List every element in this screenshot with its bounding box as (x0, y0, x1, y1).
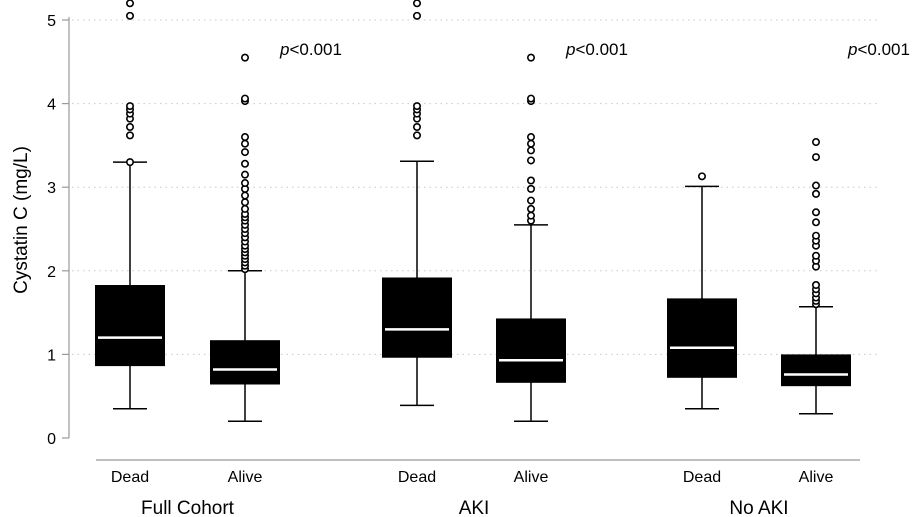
group-label-1: AKI (459, 498, 490, 517)
outlier-point (412, 123, 421, 132)
outlier-point (526, 146, 535, 155)
outlier-point (811, 208, 820, 217)
group-label-0: Full Cohort (141, 498, 235, 517)
outlier-point (526, 184, 535, 193)
axis-layer: 0 1 2 3 4 5 (47, 13, 860, 461)
outlier-point (241, 191, 250, 200)
outlier-point (811, 181, 820, 190)
y-tick-label-0: 0 (47, 431, 56, 448)
box-layer (95, 0, 851, 423)
outlier-point (412, 11, 421, 20)
outlier-point (526, 156, 535, 165)
box-no-aki-alive (781, 138, 851, 415)
p-value-text: <0.001 (575, 40, 627, 59)
outlier-point (126, 131, 135, 140)
iqr-box (95, 285, 165, 367)
y-axis-title: Cystatin C (mg/L) (11, 146, 32, 294)
box-aki-alive (496, 53, 566, 423)
outlier-point (413, 0, 421, 8)
outlier-point (126, 0, 134, 8)
outlier-point (412, 131, 421, 140)
box-aki-dead (382, 0, 452, 407)
outlier-point (526, 196, 535, 205)
p-value-annotation-2: p<0.001 (847, 40, 910, 59)
iqr-box (382, 277, 452, 358)
p-symbol: p (847, 40, 857, 59)
category-label-dead: Dead (111, 469, 149, 486)
outlier-point (697, 172, 706, 181)
p-value-text: <0.001 (857, 40, 909, 59)
p-symbol: p (565, 40, 575, 59)
outlier-point (526, 204, 535, 213)
outlier-point (241, 204, 250, 213)
outlier-point (526, 139, 535, 148)
category-label-alive: Alive (799, 469, 834, 486)
category-label-alive: Alive (514, 469, 549, 486)
box-full-cohort-dead (95, 0, 165, 410)
p-value-text: <0.001 (289, 40, 341, 59)
outlier-point (412, 102, 421, 111)
y-tick-label-2: 2 (47, 264, 56, 281)
outlier-point (811, 138, 820, 147)
p-value-annotation-0: p<0.001 (279, 40, 342, 59)
outlier-point (126, 158, 135, 167)
outlier-point (126, 123, 135, 132)
iqr-box (496, 318, 566, 383)
y-tick-label-4: 4 (47, 97, 56, 114)
outlier-point (241, 139, 250, 148)
outlier-point (526, 94, 535, 103)
category-label-dead: Dead (398, 469, 436, 486)
outlier-point (526, 176, 535, 185)
outlier-point (126, 102, 135, 111)
outlier-point (241, 170, 250, 179)
outlier-point (241, 133, 250, 142)
outlier-point (241, 179, 250, 188)
box-full-cohort-alive (210, 53, 280, 423)
outlier-point (241, 159, 250, 168)
y-tick-label-1: 1 (47, 347, 56, 364)
outlier-point (241, 198, 250, 207)
outlier-point (241, 94, 250, 103)
iqr-box (210, 340, 280, 385)
p-symbol: p (279, 40, 289, 59)
iqr-box (667, 298, 737, 378)
outlier-point (811, 153, 820, 162)
group-label-2: No AKI (729, 498, 788, 517)
outlier-point (811, 189, 820, 198)
outlier-point (526, 211, 535, 220)
iqr-box (781, 354, 851, 387)
y-tick-label-3: 3 (47, 180, 56, 197)
category-label-dead: Dead (683, 469, 721, 486)
outlier-point (811, 231, 820, 240)
outlier-point (526, 53, 535, 62)
category-label-alive: Alive (228, 469, 263, 486)
outlier-point (811, 281, 820, 290)
outlier-point (241, 53, 250, 62)
y-tick-label-5: 5 (47, 13, 56, 30)
p-value-annotation-1: p<0.001 (565, 40, 628, 59)
box-no-aki-dead (667, 172, 737, 410)
outlier-point (126, 11, 135, 20)
outlier-point (241, 148, 250, 157)
grid-layer (72, 19, 880, 355)
outlier-point (811, 218, 820, 227)
outlier-point (811, 251, 820, 260)
outlier-point (526, 133, 535, 142)
